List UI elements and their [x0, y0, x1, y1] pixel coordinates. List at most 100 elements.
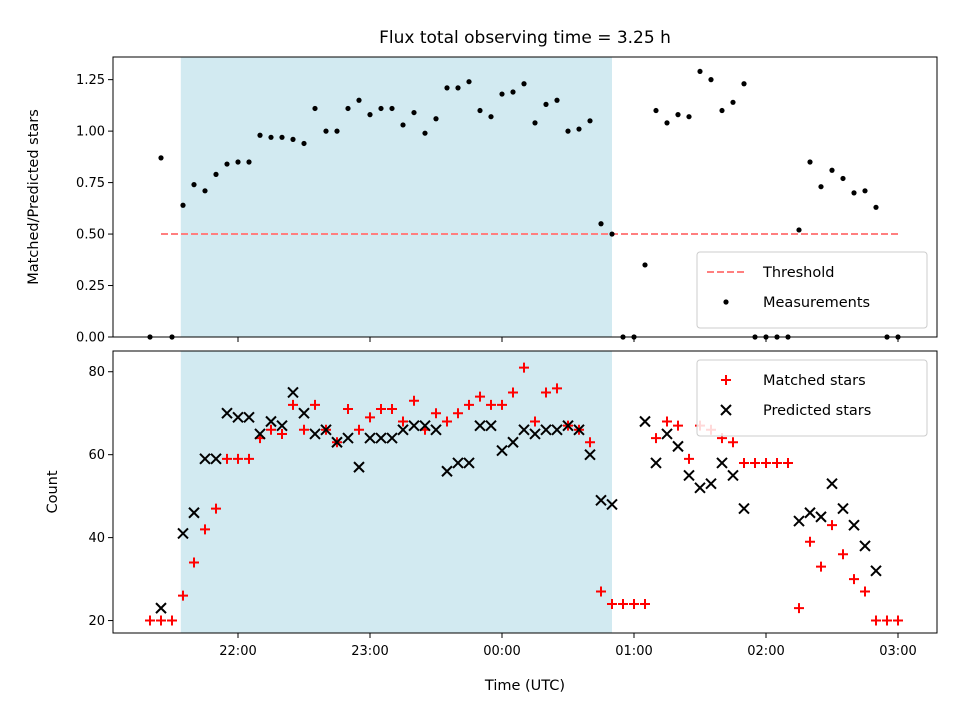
matched-star-point — [739, 457, 749, 468]
predicted-star-point — [199, 453, 211, 465]
measurement-point — [411, 109, 417, 116]
measurement-point — [378, 105, 384, 112]
y-tick-label: 60 — [88, 448, 105, 463]
measurement-point — [213, 171, 219, 177]
measurement-point — [510, 89, 516, 95]
predicted-star-point — [276, 419, 288, 432]
predicted-star-point — [452, 457, 464, 469]
matched-star-point — [761, 457, 771, 468]
predicted-star-point — [848, 519, 860, 531]
matched-star-point — [508, 387, 518, 398]
predicted-star-point — [386, 432, 398, 444]
measurement-point — [389, 105, 395, 112]
predicted-star-point — [177, 527, 189, 540]
measurement-point — [422, 130, 428, 136]
predicted-star-point — [672, 440, 684, 453]
matched-star-point — [860, 586, 870, 597]
matched-star-point — [442, 416, 452, 427]
bottom-panel: 20 40 60 80 22:00 23:00 00:00 01:00 02:00 03:00 Co… — [45, 350, 938, 694]
y-axis-title: Matched/Predicted stars — [26, 109, 42, 285]
predicted-star-point — [738, 502, 750, 515]
predicted-star-point — [232, 411, 244, 424]
legend: Matched stars Predicted stars — [696, 359, 928, 437]
measurement-point — [301, 140, 307, 147]
matched-star-point — [640, 598, 650, 609]
measurement-point — [862, 188, 868, 194]
predicted-star-point — [650, 457, 662, 469]
y-tick-label: 80 — [88, 365, 105, 380]
y-tick-label: 0.50 — [76, 228, 105, 243]
legend-predicted-swatch — [720, 404, 732, 416]
matched-star-point — [387, 404, 397, 415]
legend-label: Predicted stars — [763, 403, 871, 419]
matched-star-point — [607, 598, 617, 609]
measurement-point — [202, 188, 208, 194]
observing-window-shade — [180, 57, 613, 337]
y-tick-label: 20 — [88, 614, 105, 629]
observing-window-shade — [180, 351, 613, 633]
y-tick-label: 1.00 — [76, 125, 105, 140]
y-tick-label: 0.00 — [76, 331, 105, 346]
predicted-star-point — [375, 432, 387, 444]
legend-measurement-swatch — [723, 299, 729, 305]
measurement-point — [433, 116, 439, 122]
measurement-point — [477, 107, 483, 114]
measurement-point — [796, 227, 802, 233]
matched-star-point — [453, 408, 463, 419]
matched-star-point — [497, 399, 507, 410]
matched-star-point — [783, 457, 793, 468]
measurement-point — [356, 97, 362, 103]
predicted-star-point — [815, 511, 827, 523]
measurement-point — [345, 105, 351, 112]
matched-star-point — [816, 561, 826, 572]
x-tick-label: 03:00 — [879, 644, 916, 659]
predicted-star-point — [430, 424, 442, 436]
matched-star-point — [310, 399, 320, 410]
matched-star-point — [189, 557, 199, 568]
measurement-point — [686, 114, 692, 120]
measurement-point — [598, 221, 604, 227]
measurement-point — [290, 136, 296, 142]
measurement-point — [532, 120, 538, 126]
y-axis-title: Count — [45, 470, 61, 513]
measurement-point — [587, 118, 593, 124]
matched-star-point — [343, 404, 353, 415]
legend-box — [696, 359, 928, 437]
matched-star-point — [838, 549, 848, 560]
matched-star-point — [519, 362, 529, 373]
measurement-point — [400, 122, 406, 128]
predicted-star-point — [188, 507, 200, 519]
predicted-star-point — [342, 432, 354, 444]
predicted-star-point — [793, 515, 805, 527]
measurement-point — [257, 132, 263, 138]
matched-star-point — [893, 615, 903, 626]
predicted-star-point — [518, 424, 530, 436]
measurement-point — [455, 85, 461, 91]
measurement-point — [367, 112, 373, 118]
predicted-star-point — [727, 469, 739, 482]
predicted-star-point — [397, 424, 409, 436]
measurement-point — [708, 77, 714, 83]
predicted-star-point — [584, 448, 596, 461]
measurement-point — [807, 159, 813, 165]
matched-star-point — [684, 453, 694, 464]
measurement-point — [180, 202, 186, 208]
measurement-point — [543, 101, 549, 107]
predicted-star-point — [661, 428, 673, 440]
y-tick-label: 1.25 — [76, 73, 105, 88]
y-tick-label: 0.25 — [76, 279, 105, 294]
matched-star-point — [541, 387, 551, 398]
legend-box — [696, 251, 928, 329]
matched-star-point — [629, 598, 639, 609]
matched-star-point — [750, 457, 760, 468]
matched-star-point — [651, 433, 661, 444]
matched-star-point — [728, 437, 738, 448]
plot-frame — [112, 350, 938, 634]
measurement-point — [818, 184, 824, 190]
matched-star-point — [431, 408, 441, 419]
predicted-star-point — [221, 407, 233, 419]
predicted-star-point — [606, 498, 618, 511]
predicted-star-point — [364, 432, 376, 444]
matched-star-point — [805, 536, 815, 547]
